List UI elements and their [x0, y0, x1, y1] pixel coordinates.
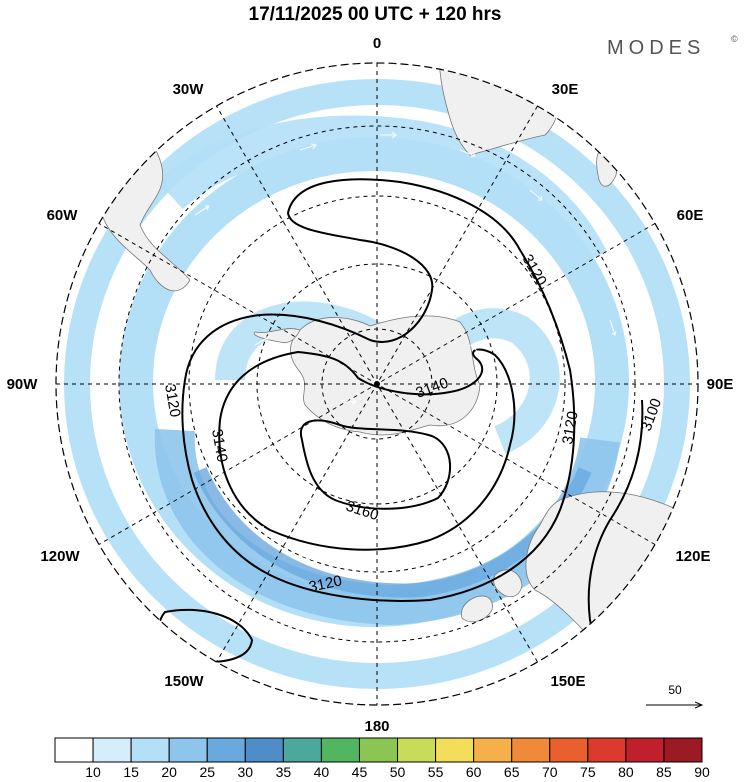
colorbar-swatch [282, 737, 322, 763]
contour-label-3160: 3160 [344, 498, 381, 524]
wind-streamlines [109, 131, 617, 579]
lon-label-30e: 30E [552, 81, 579, 98]
colorbar-label: 65 [504, 764, 520, 780]
streamline-arrow [109, 284, 118, 301]
contour-label-3120-northeast: 3120 [519, 252, 550, 289]
streamline-arrow [299, 554, 317, 564]
reference-vector-label: 50 [668, 683, 682, 697]
streamline-arrow [529, 490, 539, 506]
contour-3140 [218, 348, 516, 551]
colorbar-swatch [54, 737, 94, 763]
brand-trademark: © [731, 34, 738, 44]
colorbar-swatch [625, 737, 665, 763]
colorbar-label: 80 [618, 764, 634, 780]
latitude-circle-60s [188, 195, 566, 573]
streamline-arrow [459, 149, 476, 158]
map-title: 17/11/2025 00 UTC + 120 hrs [249, 4, 502, 25]
colorbar: 10 15 20 25 30 35 40 45 50 55 60 65 70 75 80 85 90 [54, 737, 710, 780]
lon-label-180: 180 [364, 718, 389, 735]
south-pole-marker [374, 381, 380, 387]
lon-label-0: 0 [373, 35, 381, 52]
colorbar-label: 45 [352, 764, 368, 780]
shade-outer-band [64, 79, 690, 689]
colorbar-label: 20 [161, 764, 177, 780]
land-antarctica [290, 315, 481, 436]
colorbar-swatch [244, 737, 284, 763]
longitude-labels: 0 30E 60E 90E 120E 150E 180 150W 120W 90… [7, 35, 734, 735]
colorbar-swatch [168, 737, 208, 763]
colorbar-label: 50 [390, 764, 406, 780]
reference-vector: 50 [646, 683, 702, 705]
contour-label-3120-west: 3120 [161, 383, 184, 419]
streamline-arrow [380, 131, 397, 139]
colorbar-label: 85 [656, 764, 672, 780]
map-boundary [55, 62, 699, 706]
colorbar-label: 90 [694, 764, 710, 780]
streamline-arrow [209, 459, 223, 475]
colorbar-label: 10 [85, 764, 101, 780]
lon-label-90w: 90W [7, 376, 39, 393]
colorbar-label: 40 [314, 764, 330, 780]
streamline-arrow [254, 336, 270, 346]
colorbar-swatch [92, 737, 132, 763]
colorbar-swatch [663, 737, 703, 763]
colorbar-label: 75 [580, 764, 596, 780]
lon-label-150e: 150E [550, 673, 585, 690]
streamline-arrow [529, 189, 543, 201]
colorbar-swatch [511, 737, 551, 763]
streamline-arrow [249, 519, 265, 531]
streamline-arrow [339, 398, 357, 405]
lon-label-60w: 60W [47, 207, 79, 224]
colorbar-swatch [320, 737, 360, 763]
colorbar-label: 60 [466, 764, 482, 780]
colorbar-swatch [397, 737, 437, 763]
lon-label-90e: 90E [707, 376, 734, 393]
lon-label-120w: 120W [40, 548, 80, 565]
contour-label-3120-east: 3120 [559, 410, 582, 446]
lon-label-150w: 150W [164, 673, 204, 690]
colorbar-swatch [473, 737, 513, 763]
colorbar-label: 15 [123, 764, 139, 780]
shade-atlantic-band [157, 115, 607, 269]
colorbar-label: 70 [542, 764, 558, 780]
colorbar-label: 30 [238, 764, 254, 780]
land-new-zealand-south [461, 595, 493, 623]
streamline-arrow [419, 565, 437, 573]
colorbar-swatch [435, 737, 475, 763]
land-antarctic-peninsula [253, 328, 301, 344]
colorbar-swatch [549, 737, 589, 763]
brand-logo: MODES [607, 37, 705, 59]
streamline-arrow [479, 537, 494, 549]
streamline-arrow [194, 205, 210, 216]
colorbar-swatch [130, 737, 170, 763]
streamline-arrow [299, 143, 317, 151]
streamline-arrow [469, 344, 483, 356]
lon-label-120e: 120E [675, 548, 710, 565]
contour-label-3120-south: 3120 [307, 572, 343, 596]
streamline-arrow [553, 422, 559, 441]
lon-label-30w: 30W [173, 81, 205, 98]
lon-label-60e: 60E [677, 207, 704, 224]
colorbar-swatch [587, 737, 627, 763]
streamline-arrow [360, 571, 377, 579]
contour-label-3140-west: 3140 [208, 428, 231, 464]
colorbar-swatch [206, 737, 246, 763]
contour-3160 [299, 419, 451, 510]
streamline-arrow [609, 319, 617, 336]
colorbar-label: 35 [276, 764, 292, 780]
colorbar-label: 55 [428, 764, 444, 780]
colorbar-label: 25 [199, 764, 215, 780]
contour-3120 [181, 178, 576, 602]
colorbar-swatch [358, 737, 399, 763]
